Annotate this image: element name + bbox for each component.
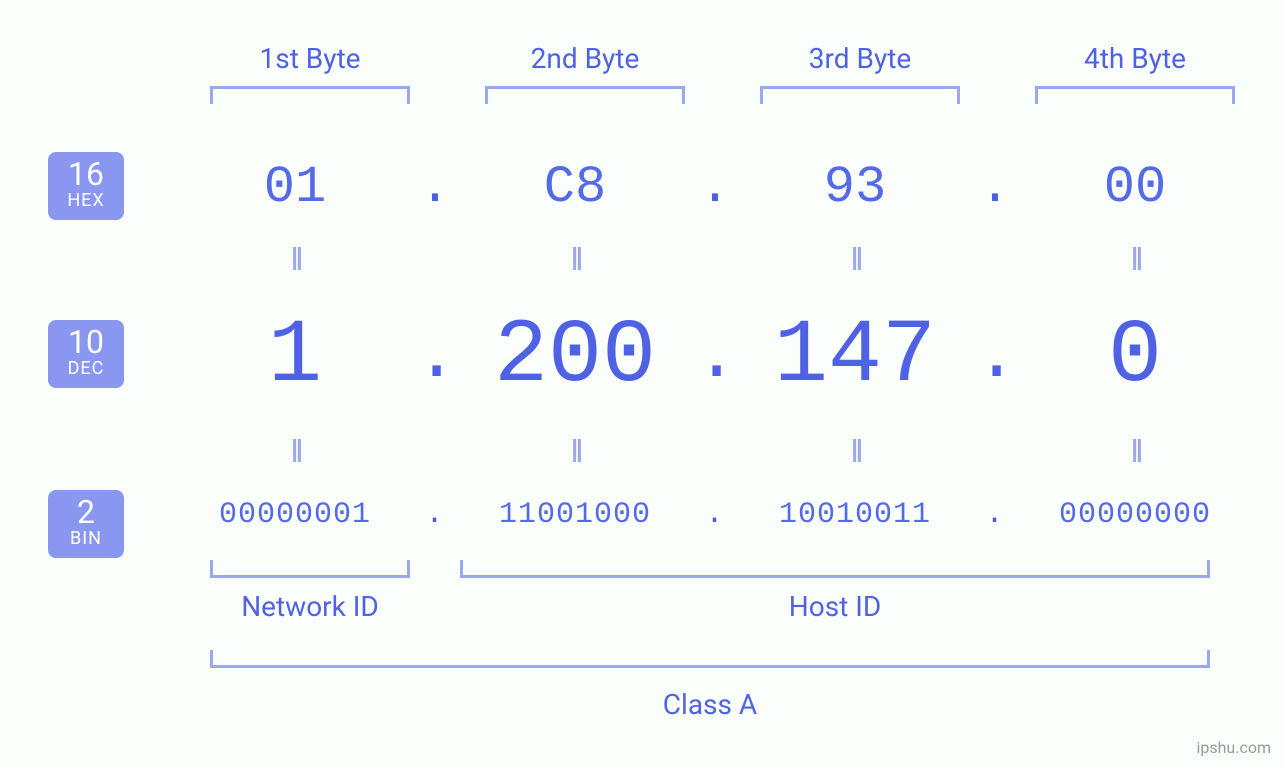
network-id-bracket [210, 560, 410, 578]
base-label-hex: HEX [48, 192, 124, 211]
byte-header-4: 4th Byte [1035, 42, 1235, 75]
base-badge-hex: 16 HEX [48, 152, 124, 220]
equals-icon: II [1015, 240, 1255, 278]
base-num-bin: 2 [48, 496, 124, 530]
equals-row-bottom: II II II II [175, 432, 1255, 470]
hex-byte-2: C8 [455, 158, 695, 217]
bin-byte-1: 00000001 [175, 498, 415, 532]
byte-header-2: 2nd Byte [485, 42, 685, 75]
base-badge-bin: 2 BIN [48, 490, 124, 558]
byte-header-3: 3rd Byte [760, 42, 960, 75]
equals-icon: II [1015, 432, 1255, 470]
equals-icon: II [175, 432, 415, 470]
base-label-dec: DEC [48, 360, 124, 379]
dec-row: 1 . 200 . 147 . 0 [175, 306, 1255, 408]
equals-icon: II [175, 240, 415, 278]
equals-row-top: II II II II [175, 240, 1255, 278]
host-id-label: Host ID [460, 590, 1210, 623]
dot: . [975, 316, 1015, 398]
ip-address-diagram: 1st Byte 2nd Byte 3rd Byte 4th Byte 16 H… [0, 0, 1285, 767]
bin-byte-4: 00000000 [1015, 498, 1255, 532]
byte-header-1: 1st Byte [210, 42, 410, 75]
equals-icon: II [455, 432, 695, 470]
watermark: ipshu.com [1196, 738, 1271, 757]
hex-row: 01 . C8 . 93 . 00 [175, 158, 1255, 217]
dot: . [415, 498, 455, 532]
dec-byte-4: 0 [1015, 306, 1255, 408]
base-num-dec: 10 [48, 326, 124, 360]
top-bracket-2 [485, 86, 685, 104]
bin-byte-2: 11001000 [455, 498, 695, 532]
base-num-hex: 16 [48, 158, 124, 192]
base-badge-dec: 10 DEC [48, 320, 124, 388]
dot: . [695, 498, 735, 532]
base-label-bin: BIN [48, 530, 124, 549]
top-bracket-4 [1035, 86, 1235, 104]
top-bracket-3 [760, 86, 960, 104]
hex-byte-1: 01 [175, 158, 415, 217]
dot: . [695, 316, 735, 398]
network-id-label: Network ID [210, 590, 410, 623]
top-bracket-1 [210, 86, 410, 104]
equals-icon: II [735, 240, 975, 278]
bin-byte-3: 10010011 [735, 498, 975, 532]
dec-byte-1: 1 [175, 306, 415, 408]
dec-byte-2: 200 [455, 306, 695, 408]
hex-byte-4: 00 [1015, 158, 1255, 217]
hex-byte-3: 93 [735, 158, 975, 217]
equals-icon: II [455, 240, 695, 278]
class-bracket [210, 650, 1210, 668]
dot: . [975, 498, 1015, 532]
class-label: Class A [210, 688, 1210, 721]
dot: . [695, 158, 735, 217]
host-id-bracket [460, 560, 1210, 578]
dec-byte-3: 147 [735, 306, 975, 408]
dot: . [415, 316, 455, 398]
bin-row: 00000001 . 11001000 . 10010011 . 0000000… [175, 498, 1255, 532]
equals-icon: II [735, 432, 975, 470]
dot: . [415, 158, 455, 217]
dot: . [975, 158, 1015, 217]
